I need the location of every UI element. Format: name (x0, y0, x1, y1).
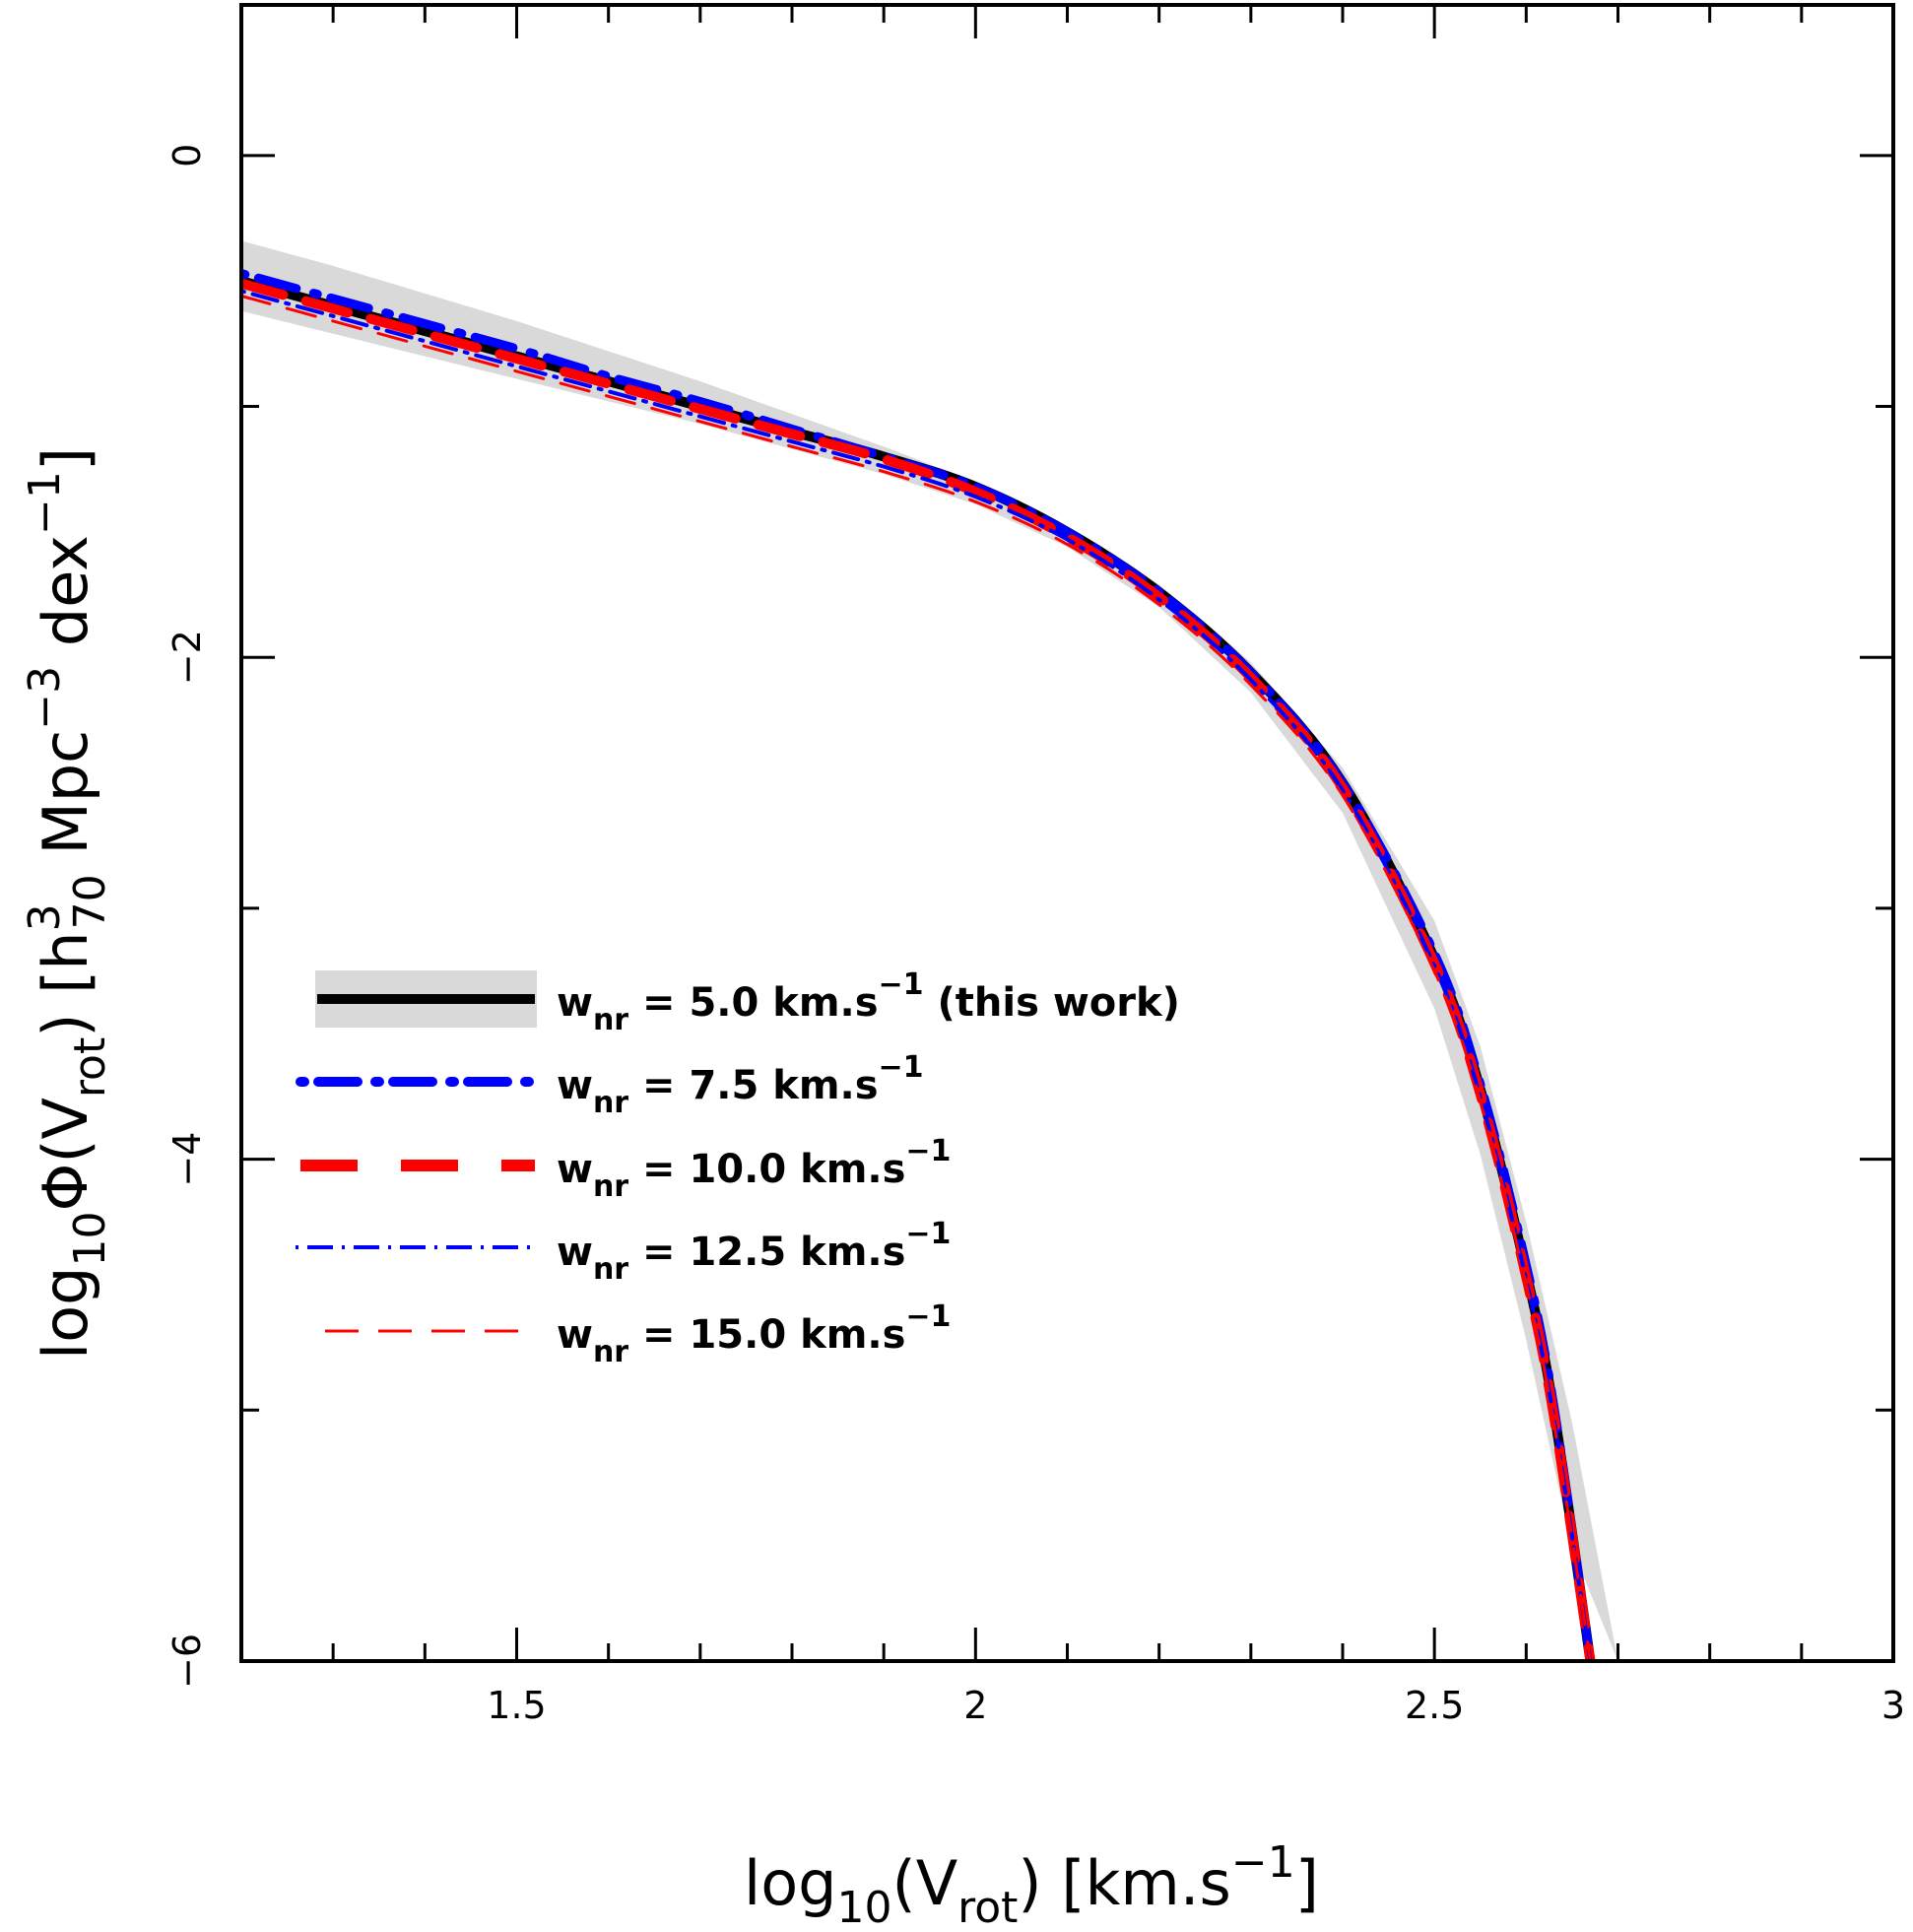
series-line-1 (241, 269, 1595, 1661)
series-layer (241, 269, 1596, 1661)
legend-label-15-0: wnr = 15.0 km.s−1 (557, 1299, 951, 1369)
legend-label-12-5: wnr = 12.5 km.s−1 (557, 1217, 951, 1287)
x-tick-label: 3 (1881, 1684, 1905, 1727)
legend-label-10-0: wnr = 10.0 km.s−1 (557, 1134, 951, 1204)
y-tick-label: −2 (165, 630, 209, 685)
series-line-3 (241, 289, 1593, 1661)
legend-label-7-5: wnr = 7.5 km.s−1 (557, 1050, 924, 1120)
plot-area (241, 240, 1618, 1661)
y-axis-label: log10Φ(Vrot) [h370 Mpc−3 dex−1] (20, 447, 115, 1360)
y-tick-label: 0 (165, 144, 209, 167)
series-line-4 (241, 294, 1592, 1661)
x-tick-label: 2 (963, 1684, 987, 1727)
ticks-layer: 1.5 2 2.5 3 0 −2 −4 −6 (165, 5, 1905, 1727)
plot-frame (239, 3, 1895, 1663)
legend: wnr = 5.0 km.s−1 (this work) wnr = 7.5 k… (296, 967, 1180, 1369)
x-tick-label: 2.5 (1405, 1684, 1464, 1727)
y-tick-label: −4 (165, 1132, 209, 1187)
x-tick-label: 1.5 (487, 1684, 546, 1727)
legend-label-5-0: wnr = 5.0 km.s−1 (this work) (557, 967, 1180, 1037)
x-axis-label: log10(Vrot) [km.s−1] (744, 1837, 1319, 1932)
y-tick-label: −6 (165, 1633, 209, 1689)
